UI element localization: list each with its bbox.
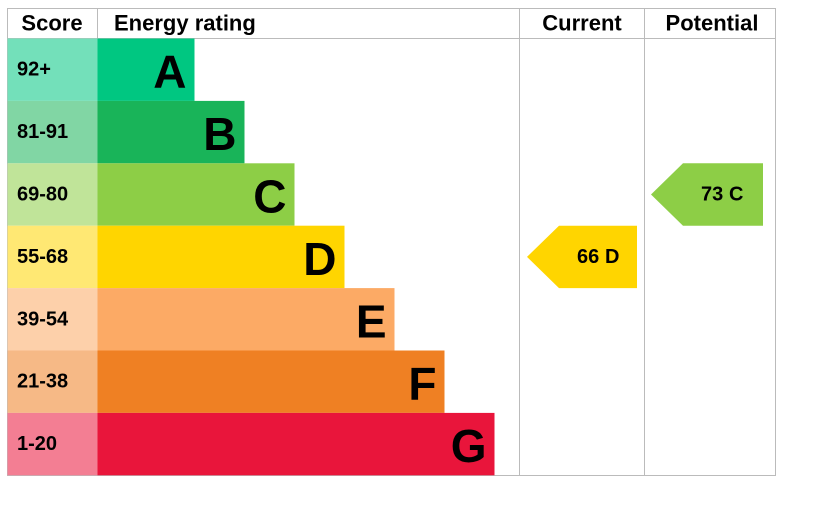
- rating-bar: [97, 412, 495, 476]
- rating-bar: [97, 163, 295, 226]
- score-label: 55-68: [17, 246, 68, 268]
- score-cell: [7, 100, 98, 164]
- rating-letter: G: [451, 420, 487, 472]
- score-label: 39-54: [17, 308, 69, 330]
- rating-letter: B: [203, 108, 236, 160]
- score-cell: [7, 288, 98, 351]
- score-label: 1-20: [17, 433, 57, 455]
- header-rating: Energy rating: [114, 11, 256, 36]
- rating-letter: D: [303, 233, 336, 285]
- rating-bar: [97, 100, 245, 164]
- rating-bar: [97, 38, 195, 101]
- score-cell: [7, 350, 98, 413]
- score-cell: [7, 412, 98, 476]
- header-current: Current: [542, 11, 622, 36]
- score-cell: [7, 163, 98, 226]
- rating-letter: E: [356, 295, 387, 347]
- header-score: Score: [21, 11, 82, 36]
- current-letter: D: [605, 246, 619, 268]
- rating-letter: A: [153, 46, 186, 98]
- rating-bar: [97, 225, 345, 289]
- score-cell: [7, 38, 98, 101]
- header-potential: Potential: [666, 11, 759, 36]
- potential-arrow: [651, 163, 763, 226]
- rating-letter: C: [253, 171, 286, 223]
- current-value: 66: [577, 246, 599, 268]
- score-cell: [7, 225, 98, 289]
- potential-letter: C: [729, 184, 743, 206]
- score-label: 81-91: [17, 121, 68, 143]
- score-label: 21-38: [17, 371, 68, 393]
- rating-bar: [97, 288, 395, 351]
- score-label: 92+: [17, 59, 51, 81]
- rating-bar: [97, 350, 445, 413]
- score-label: 69-80: [17, 184, 68, 206]
- current-arrow: [527, 225, 637, 289]
- rating-letter: F: [408, 358, 436, 410]
- potential-value: 73: [701, 184, 723, 206]
